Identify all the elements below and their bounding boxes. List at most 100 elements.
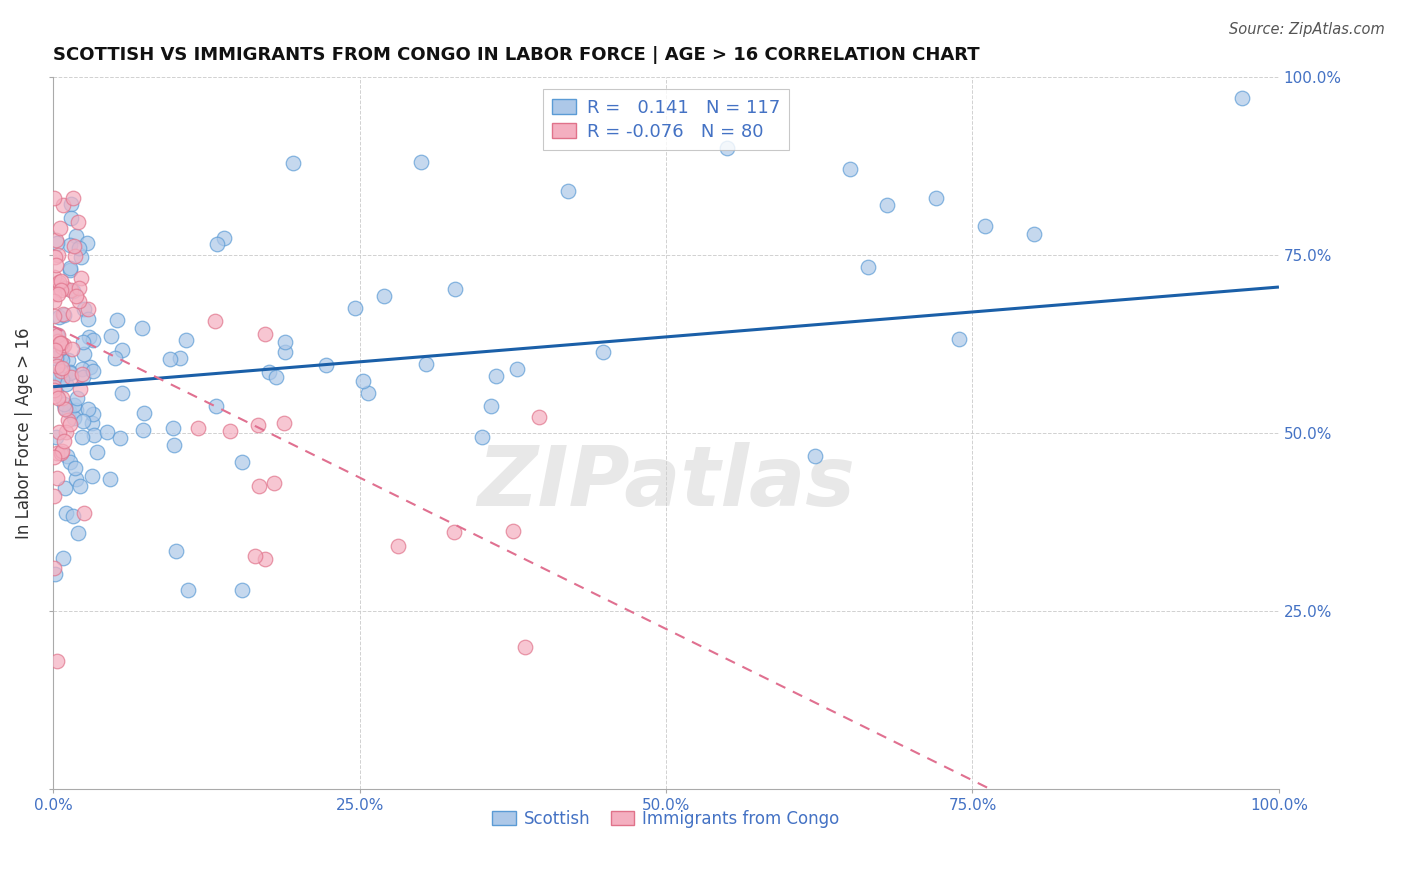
Point [44, 347, 66, 361]
Point [527, 410, 550, 425]
Point [60, 342, 83, 356]
Point [46, 446, 69, 460]
Point [53, 481, 76, 495]
Point [48, 275, 70, 289]
Point [716, 141, 738, 155]
Point [53, 367, 76, 381]
Point [58, 352, 80, 367]
Point [162, 421, 184, 435]
Point [165, 543, 187, 558]
Point [70, 368, 93, 382]
Point [925, 191, 948, 205]
Point [838, 162, 860, 177]
Point [59, 366, 82, 380]
Point [98, 472, 121, 486]
Point [53, 434, 76, 448]
Point [55, 376, 77, 391]
Point [856, 260, 879, 274]
Point [274, 334, 297, 349]
Point [45, 471, 67, 485]
Point [44, 327, 66, 342]
Legend: Scottish, Immigrants from Congo: Scottish, Immigrants from Congo [485, 803, 846, 834]
Point [65, 403, 87, 417]
Point [44, 287, 66, 301]
Point [72, 334, 94, 349]
Point [53, 401, 76, 415]
Point [77, 330, 100, 344]
Point [58, 404, 80, 418]
Point [82, 469, 104, 483]
Point [62, 307, 84, 321]
Point [344, 301, 367, 316]
Point [281, 156, 304, 170]
Point [46, 392, 69, 406]
Text: SCOTTISH VS IMMIGRANTS FROM CONGO IN LABOR FORCE | AGE > 16 CORRELATION CHART: SCOTTISH VS IMMIGRANTS FROM CONGO IN LAB… [53, 46, 980, 64]
Point [76, 302, 98, 317]
Point [48, 425, 70, 439]
Point [49, 340, 72, 354]
Point [44, 270, 66, 285]
Point [51, 444, 73, 458]
Point [49, 364, 72, 378]
Point [373, 289, 395, 303]
Point [72, 370, 94, 384]
Point [59, 237, 82, 252]
Point [69, 271, 91, 285]
Point [56, 413, 79, 427]
Text: Source: ZipAtlas.com: Source: ZipAtlas.com [1229, 22, 1385, 37]
Point [65, 472, 87, 486]
Point [52, 198, 75, 212]
Point [46, 328, 69, 343]
Point [62, 285, 84, 299]
Point [66, 526, 89, 541]
Point [52, 309, 75, 323]
Point [44, 380, 66, 394]
Point [67, 281, 90, 295]
Point [44, 293, 66, 308]
Point [205, 400, 228, 414]
Point [49, 336, 72, 351]
Point [53, 397, 76, 411]
Point [76, 402, 98, 417]
Point [46, 287, 69, 301]
Point [76, 235, 98, 250]
Point [70, 250, 93, 264]
Point [105, 313, 128, 327]
Point [231, 455, 253, 469]
Point [55, 425, 77, 439]
Point [63, 461, 86, 475]
Point [592, 345, 614, 359]
Point [73, 347, 96, 361]
Point [44, 389, 66, 403]
Point [82, 407, 104, 421]
Point [73, 506, 96, 520]
Point [247, 418, 270, 433]
Point [66, 215, 89, 229]
Point [46, 277, 69, 291]
Point [45, 654, 67, 668]
Point [44, 561, 66, 575]
Point [100, 328, 122, 343]
Point [352, 374, 374, 388]
Point [52, 551, 75, 566]
Point [1022, 227, 1045, 241]
Point [253, 552, 276, 566]
Point [52, 338, 75, 352]
Point [273, 416, 295, 430]
Point [513, 640, 536, 654]
Point [59, 211, 82, 226]
Point [46, 334, 69, 348]
Point [72, 413, 94, 427]
Point [485, 368, 508, 383]
Point [65, 228, 87, 243]
Point [49, 349, 72, 363]
Point [111, 385, 134, 400]
Point [73, 301, 96, 316]
Point [52, 307, 75, 321]
Point [46, 248, 69, 262]
Point [45, 236, 67, 251]
Point [49, 445, 72, 459]
Point [131, 321, 153, 335]
Point [82, 333, 104, 347]
Point [387, 540, 409, 554]
